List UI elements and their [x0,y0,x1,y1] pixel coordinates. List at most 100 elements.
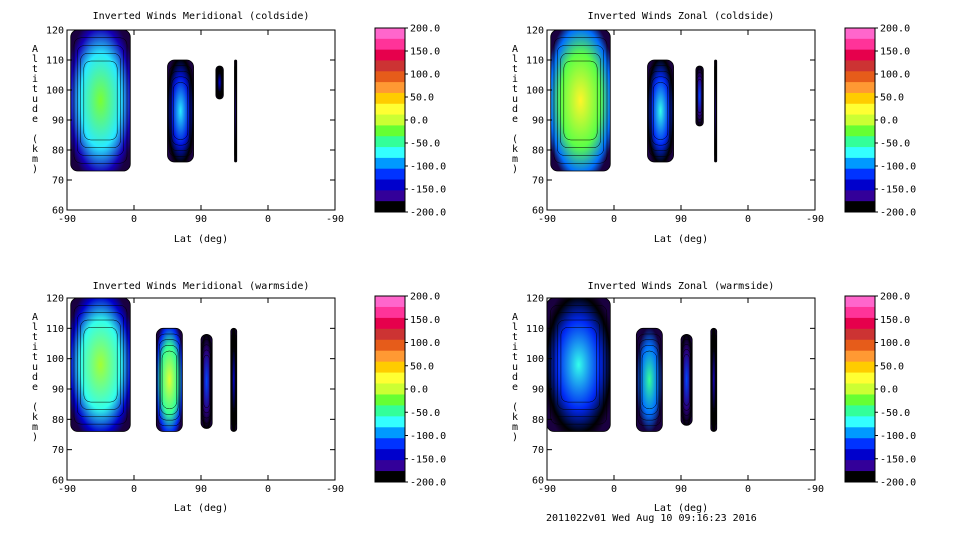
colorbar-label: -100.0 [880,431,916,442]
contour-line [637,333,662,427]
colorbar-label: -50.0 [410,408,440,419]
colorbar-swatch [845,179,875,191]
contour-line [557,45,604,156]
y-axis-label-char: u [512,362,518,373]
contour-line [73,37,128,164]
panel-title: Inverted Winds Zonal (warmside) [588,281,775,292]
colorbar-swatch [375,438,405,450]
contour-region [550,29,611,172]
contour-line [638,339,660,421]
colorbar-swatch [375,405,405,417]
y-axis-label-char: l [32,322,38,333]
contour-line [157,333,182,427]
colorbar-swatch [375,125,405,137]
colorbar-label: 150.0 [410,47,440,58]
colorbar-label: 100.0 [410,70,440,81]
colorbar-label: 0.0 [410,385,428,396]
colorbar-label: 150.0 [880,47,910,58]
colorbar-swatch [375,103,405,116]
y-tick-label: 80 [532,415,544,426]
y-tick-label: 120 [526,26,544,37]
panel-title: Inverted Winds Meridional (coldside) [93,11,310,22]
y-axis-label-char: t [512,84,518,95]
colorbar-label: -50.0 [880,408,910,419]
colorbar-label: -100.0 [410,162,446,173]
contour-line [203,354,210,408]
colorbar-swatch [375,201,405,213]
y-axis-label-char: ( [32,134,38,145]
contour-line [553,312,604,418]
colorbar-swatch [375,71,405,83]
contour-line [641,350,657,410]
colorbar-label: 50.0 [880,361,904,372]
y-axis-label-char: i [32,342,38,353]
colorbar-label: -100.0 [410,431,446,442]
contour-line [83,60,118,141]
colorbar-label: -200.0 [410,208,446,219]
y-axis-label-char: m [32,422,38,433]
y-axis-label-char: e [32,114,38,125]
colorbar-swatch [845,339,875,352]
colorbar-swatch [375,179,405,191]
contour-line [681,339,692,421]
colorbar-swatch [375,147,405,159]
colorbar: 200.0 150.0 100.0 50.0 0.0 -50.0 -100.0 -150.0 -… [374,24,446,219]
colorbar-swatch [845,92,875,105]
colorbar-label: 100.0 [410,338,440,349]
plot-panel-zonal-coldside: Inverted Winds Zonal (coldside) 60 70 80 90… [512,11,916,245]
x-tick-label: 0 [611,214,617,225]
contour-line [711,350,716,410]
y-tick-label: 60 [532,206,544,217]
y-axis-label-char: l [512,322,518,333]
y-tick-label: 110 [46,56,64,67]
colorbar-label: 100.0 [880,338,910,349]
colorbar-swatch [375,60,405,72]
contour-line [77,312,124,418]
y-axis-label-char: t [512,332,518,343]
contour-line [714,82,717,140]
y-axis-label-char: d [32,372,38,383]
x-tick-label: 90 [675,484,687,495]
colorbar-label: 200.0 [880,292,910,303]
y-axis-label-char: d [32,104,38,115]
y-axis-label-char: ( [512,134,518,145]
colorbar-swatch [375,82,405,94]
contour-line [80,319,121,410]
contour-region [167,59,194,163]
colorbar-label: 0.0 [880,385,898,396]
y-axis-label-char: e [512,114,518,125]
contour-line [697,78,702,114]
colorbar-swatch [375,350,405,363]
colorbar-swatch [845,317,875,330]
colorbar-swatch [375,168,405,181]
contour-line [711,339,717,421]
colorbar-label: -150.0 [410,454,446,465]
colorbar-swatch [845,38,875,51]
y-tick-label: 100 [46,86,64,97]
x-axis-label: Lat (deg) [174,503,228,514]
contour-line [217,73,222,92]
colorbar-swatch [375,49,405,61]
contour-line [168,65,193,157]
x-tick-label: -90 [538,484,556,495]
colorbar-swatch [845,71,875,83]
colorbar-swatch [845,394,875,406]
colorbar-swatch [375,394,405,406]
x-tick-label: -90 [58,214,76,225]
y-axis-label-char: m [32,154,38,165]
colorbar-swatch [845,49,875,61]
y-tick-label: 100 [526,354,544,365]
colorbar-swatch [375,136,405,148]
x-tick-label: 90 [675,214,687,225]
contour-line [160,345,179,415]
colorbar-label: 150.0 [410,315,440,326]
contour-region [546,297,611,432]
colorbar-swatch [375,427,405,439]
y-axis-label-char: A [512,312,518,323]
colorbar-swatch [845,416,875,428]
contour-line [681,344,692,416]
y-tick-label: 100 [526,86,544,97]
colorbar-swatch [375,157,405,170]
contour-line [216,69,223,96]
